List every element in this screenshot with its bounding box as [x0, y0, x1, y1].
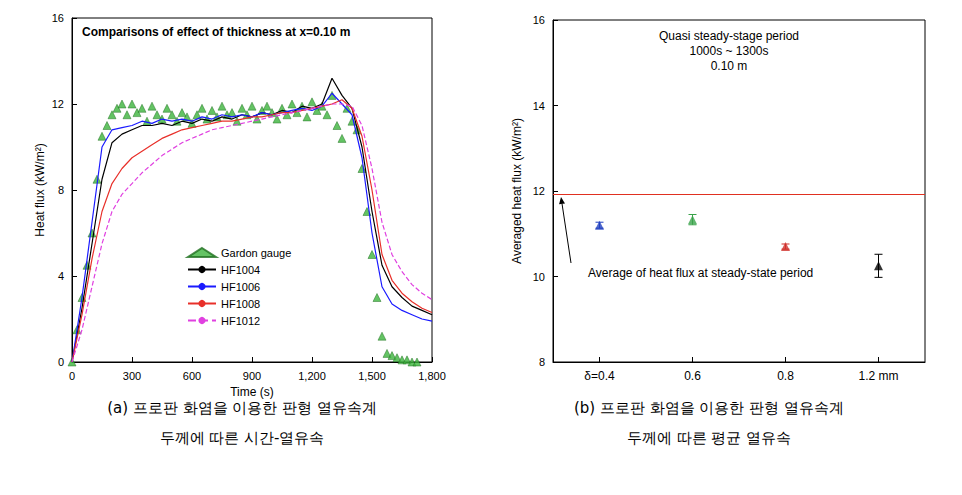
- svg-text:0.8: 0.8: [777, 369, 794, 383]
- svg-text:300: 300: [123, 370, 141, 382]
- svg-text:Comparisons of effect of thick: Comparisons of effect of thickness at x=…: [82, 25, 350, 39]
- svg-text:16: 16: [533, 14, 545, 26]
- svg-text:0.6: 0.6: [684, 369, 701, 383]
- svg-text:Gardon gauge: Gardon gauge: [221, 247, 291, 259]
- svg-text:Quasi steady-stage period: Quasi steady-stage period: [659, 29, 799, 43]
- svg-text:4: 4: [58, 270, 64, 282]
- svg-text:1,800: 1,800: [418, 370, 446, 382]
- svg-text:(b) 프로판 화염을 이용한 판형 열유속계: (b) 프로판 화염을 이용한 판형 열유속계: [574, 399, 844, 417]
- svg-text:δ=0.4: δ=0.4: [584, 369, 615, 383]
- svg-text:8: 8: [539, 356, 545, 368]
- svg-text:0.10 m: 0.10 m: [711, 59, 748, 73]
- svg-text:1000s ~ 1300s: 1000s ~ 1300s: [689, 44, 768, 58]
- svg-text:Heat flux (kW/m²): Heat flux (kW/m²): [33, 143, 47, 236]
- svg-text:HF1006: HF1006: [221, 281, 260, 293]
- svg-text:0: 0: [58, 356, 64, 368]
- svg-text:8: 8: [58, 184, 64, 196]
- svg-text:(a) 프로판 화염을 이용한 판형 열유속계: (a) 프로판 화염을 이용한 판형 열유속계: [107, 399, 377, 417]
- svg-text:두께에 따른 시간-열유속: 두께에 따른 시간-열유속: [160, 429, 325, 447]
- svg-text:HF1008: HF1008: [221, 298, 260, 310]
- svg-text:Time (s): Time (s): [230, 385, 274, 399]
- svg-text:900: 900: [243, 370, 261, 382]
- svg-text:1,200: 1,200: [298, 370, 326, 382]
- svg-text:600: 600: [183, 370, 201, 382]
- svg-text:10: 10: [533, 271, 545, 283]
- svg-text:Averaged heat flux (kW/m²): Averaged heat flux (kW/m²): [510, 118, 524, 264]
- svg-text:두께에 따른 평균 열유속: 두께에 따른 평균 열유속: [627, 429, 791, 447]
- svg-text:14: 14: [533, 100, 545, 112]
- svg-text:Average of heat flux at steady: Average of heat flux at steady-state per…: [588, 266, 813, 280]
- svg-text:16: 16: [52, 12, 64, 24]
- svg-text:HF1004: HF1004: [221, 264, 260, 276]
- svg-text:1,500: 1,500: [358, 370, 386, 382]
- svg-text:0: 0: [69, 370, 75, 382]
- svg-text:HF1012: HF1012: [221, 315, 260, 327]
- svg-text:12: 12: [533, 185, 545, 197]
- svg-text:12: 12: [52, 98, 64, 110]
- svg-text:1.2 mm: 1.2 mm: [858, 369, 898, 383]
